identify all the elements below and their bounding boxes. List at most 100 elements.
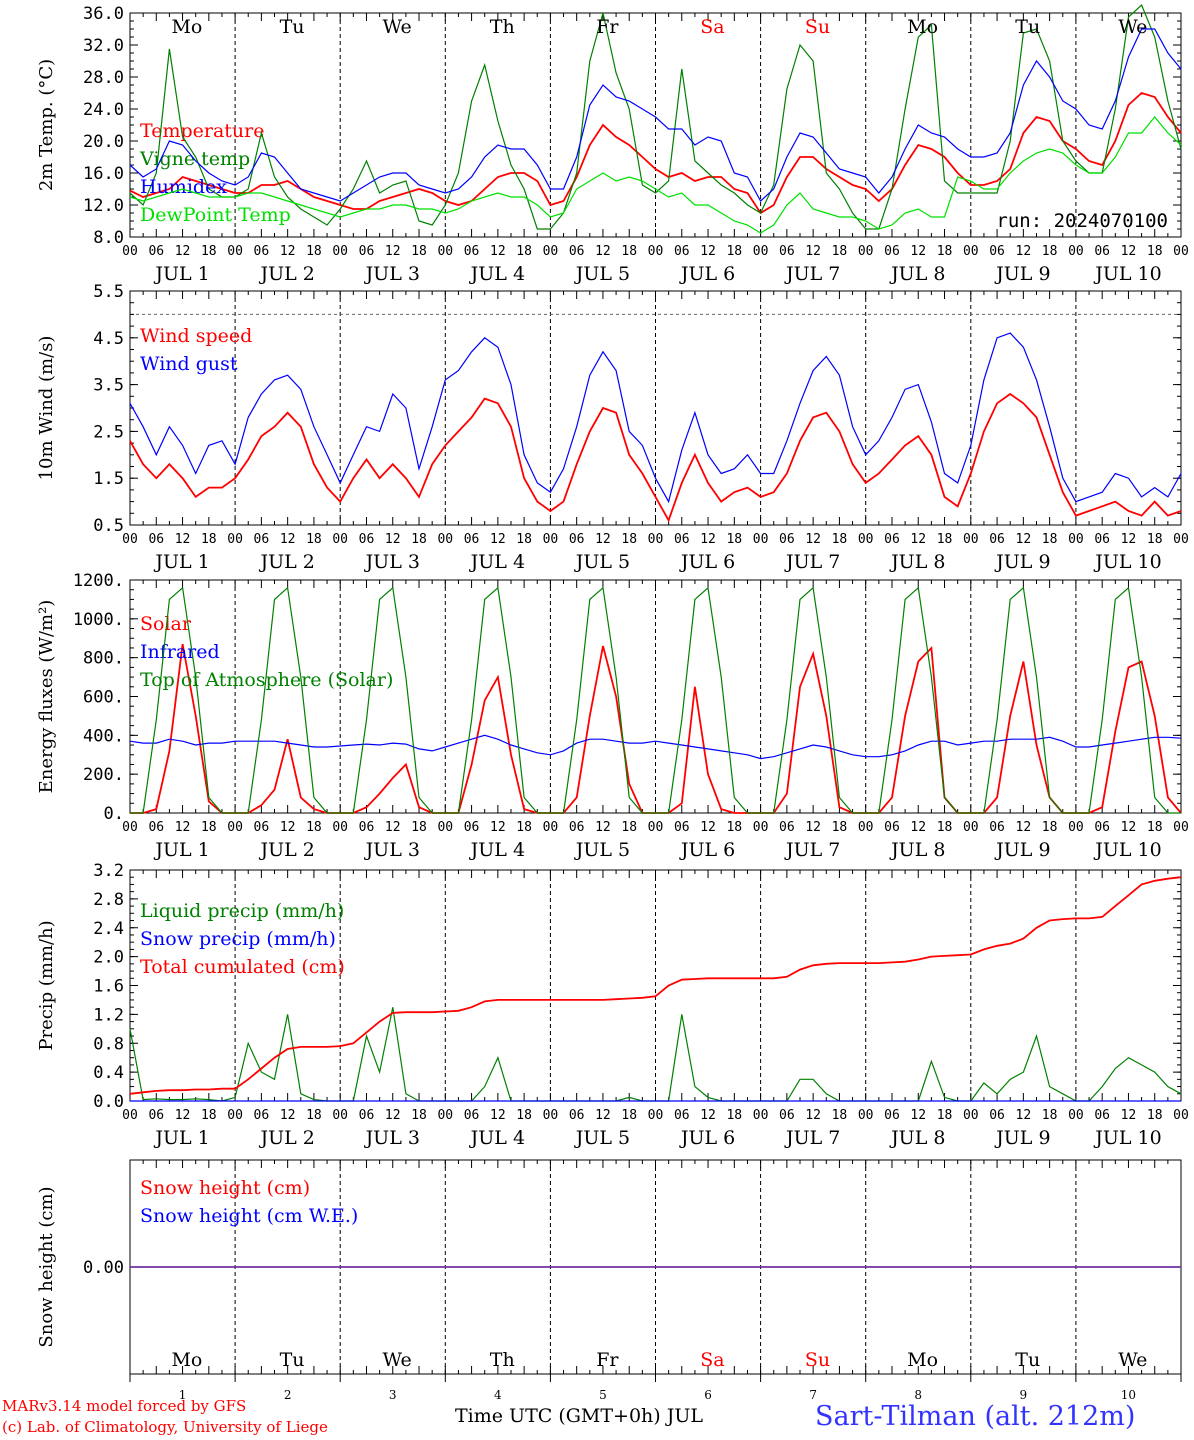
- x-hour-label: 00: [437, 1108, 453, 1123]
- x-hour-label: 12: [385, 820, 401, 835]
- x-hour-label: 18: [832, 532, 848, 547]
- legend-entry: Liquid precip (mm/h): [140, 900, 344, 922]
- day-name-top: Tu: [280, 16, 305, 38]
- x-hour-label: 06: [779, 532, 795, 547]
- x-hour-label: 00: [1068, 244, 1084, 259]
- legend-entry: Temperature: [140, 120, 264, 142]
- x-date-label: JUL 3: [364, 551, 420, 573]
- x-hour-label: 18: [621, 1108, 637, 1123]
- x-date-label: JUL 8: [889, 551, 945, 573]
- x-date-label: JUL 8: [889, 839, 945, 861]
- y-tick-label: 20.0: [83, 132, 124, 152]
- y-tick-label: 0.: [104, 804, 124, 824]
- x-hour-label: 18: [516, 244, 532, 259]
- x-date-label: JUL 10: [1093, 839, 1161, 861]
- y-tick-label: 2.5: [93, 422, 124, 442]
- x-hour-label: 18: [306, 1108, 322, 1123]
- x-hour-label: 12: [910, 244, 926, 259]
- y-tick-label: 28.0: [83, 68, 124, 88]
- x-hour-label: 18: [1042, 244, 1058, 259]
- x-date-label: JUL 7: [784, 551, 840, 573]
- series-line: [129, 734, 1182, 760]
- x-hour-label: 18: [306, 244, 322, 259]
- x-hour-label: 00: [122, 532, 138, 547]
- x-date-label: JUL 4: [469, 1127, 525, 1149]
- panel-5: 0.00 Snow height (cm) Snow height (cm) Snow…: [36, 1159, 1182, 1375]
- x-hour-label: 12: [175, 1108, 191, 1123]
- x-date-label: JUL 2: [258, 551, 314, 573]
- x-date-label: JUL 6: [679, 263, 735, 285]
- day-name-top: We: [383, 16, 412, 38]
- x-hour-label: 18: [411, 1108, 427, 1123]
- x-date-label: JUL 5: [574, 839, 630, 861]
- x-hour-label: 06: [464, 1108, 480, 1123]
- x-hour-label: 12: [1121, 1108, 1137, 1123]
- x-hour-label: 06: [464, 820, 480, 835]
- x-date-label: JUL 9: [994, 551, 1050, 573]
- series-line: [129, 3, 1182, 230]
- x-hour-label: 06: [569, 1108, 585, 1123]
- y-tick-label: 1.5: [93, 469, 124, 489]
- x-hour-label: 00: [122, 820, 138, 835]
- x-hour-label: 00: [858, 1108, 874, 1123]
- x-hour-label: 00: [332, 1108, 348, 1123]
- y-tick-label: 3.5: [93, 376, 124, 396]
- day-name-top: Th: [490, 16, 515, 38]
- x-hour-label: 12: [175, 244, 191, 259]
- x-hour-label: 12: [1121, 820, 1137, 835]
- y-tick-label: 1.2: [93, 1005, 124, 1025]
- x-hour-label: 00: [753, 244, 769, 259]
- x-date-label: JUL 1: [153, 839, 209, 861]
- x-hour-label: 00: [437, 820, 453, 835]
- x-hour-label: 12: [385, 532, 401, 547]
- y-axis-title: Snow height (cm): [36, 1186, 57, 1347]
- x-hour-label: 00: [1173, 244, 1189, 259]
- x-hour-label: 12: [385, 244, 401, 259]
- x-hour-label: 18: [201, 244, 217, 259]
- footer-lab: (c) Lab. of Climatology, University of L…: [2, 1418, 328, 1436]
- day-name-bottom: Th: [490, 1349, 515, 1371]
- x-hour-label: 18: [832, 244, 848, 259]
- day-name-top: Fr: [596, 16, 619, 38]
- x-hour-label: 00: [753, 1108, 769, 1123]
- y-axis-title: 10m Wind (m/s): [36, 336, 57, 481]
- legend-entry: Top of Atmosphere (Solar): [140, 669, 393, 691]
- x-hour-label: 18: [832, 820, 848, 835]
- y-tick-label: 2.8: [93, 890, 124, 910]
- series-line: [129, 91, 1182, 215]
- day-name-top: We: [1118, 16, 1147, 38]
- y-tick-label: 5.5: [93, 282, 124, 302]
- x-hour-label: 18: [306, 532, 322, 547]
- y-tick-label: 32.0: [83, 36, 124, 56]
- x-hour-label: 06: [464, 532, 480, 547]
- x-hour-label: 12: [490, 820, 506, 835]
- x-hour-label: 06: [989, 1108, 1005, 1123]
- x-hour-label: 18: [1042, 820, 1058, 835]
- x-hour-label: 00: [858, 532, 874, 547]
- legend-entry: Infrared: [140, 641, 220, 663]
- x-hour-label: 00: [1068, 532, 1084, 547]
- x-hour-label: 00: [648, 532, 664, 547]
- x-hour-label: 00: [963, 532, 979, 547]
- x-hour-label: 12: [595, 1108, 611, 1123]
- x-hour-label: 06: [464, 244, 480, 259]
- x-hour-label: 12: [1016, 1108, 1032, 1123]
- x-hour-label: 06: [1094, 532, 1110, 547]
- x-date-label: JUL 9: [994, 263, 1050, 285]
- x-hour-label: 18: [832, 1108, 848, 1123]
- x-hour-label: 06: [254, 244, 270, 259]
- x-hour-label: 12: [280, 1108, 296, 1123]
- x-hour-label: 12: [910, 1108, 926, 1123]
- x-date-label: JUL 8: [889, 1127, 945, 1149]
- x-hour-label: 06: [884, 244, 900, 259]
- x-hour-label: 06: [569, 532, 585, 547]
- y-tick-label: 0.5: [93, 516, 124, 536]
- x-hour-label: 18: [201, 820, 217, 835]
- day-name-bottom: Mo: [907, 1349, 938, 1371]
- day-number: 10: [1121, 1388, 1136, 1402]
- x-hour-label: 12: [910, 532, 926, 547]
- day-name-top: Tu: [1015, 16, 1040, 38]
- y-tick-label: 0.8: [93, 1034, 124, 1054]
- x-hour-label: 00: [227, 1108, 243, 1123]
- day-name-bottom: Su: [805, 1349, 830, 1371]
